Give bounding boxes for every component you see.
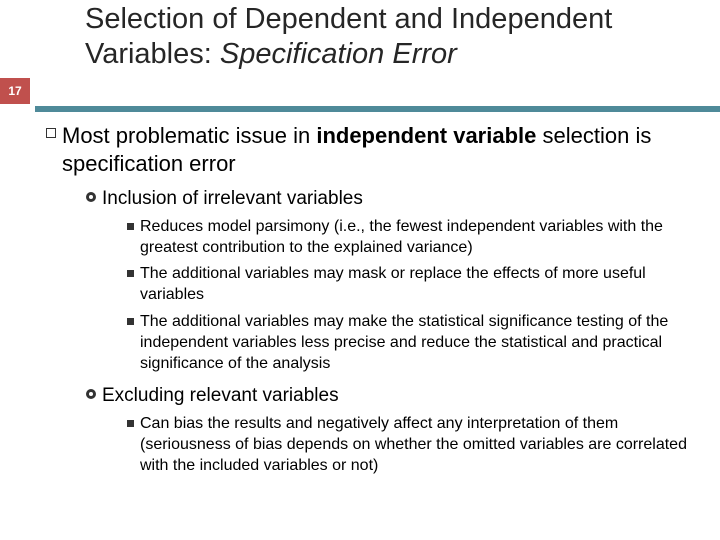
lvl3-text: The additional variables may make the st… xyxy=(140,312,696,374)
title-italic: Specification Error xyxy=(220,38,457,70)
lvl2-text: Excluding relevant variables xyxy=(102,384,339,408)
lvl3-text: Reduces model parsimony (i.e., the fewes… xyxy=(140,217,696,259)
lvl1-text: Most problematic issue in independent va… xyxy=(62,122,696,177)
square-fill-icon xyxy=(120,318,140,325)
bullet-level3: The additional variables may make the st… xyxy=(120,312,696,374)
target-icon xyxy=(80,192,102,202)
target-icon xyxy=(80,389,102,399)
bullet-level2: Inclusion of irrelevant variables xyxy=(80,187,696,211)
bullet-level3: The additional variables may mask or rep… xyxy=(120,264,696,306)
bullet-level1: Most problematic issue in independent va… xyxy=(40,122,696,177)
square-fill-icon xyxy=(120,223,140,230)
bullet-level3: Can bias the results and negatively affe… xyxy=(120,414,696,476)
square-open-icon xyxy=(40,128,62,138)
page-number: 17 xyxy=(8,84,21,98)
square-fill-icon xyxy=(120,270,140,277)
slide: 17 Selection of Dependent and Independen… xyxy=(0,0,720,540)
square-fill-icon xyxy=(120,420,140,427)
lvl3-text: Can bias the results and negatively affe… xyxy=(140,414,696,476)
slide-title: Selection of Dependent and Independent V… xyxy=(85,2,700,72)
slide-body: Most problematic issue in independent va… xyxy=(40,122,696,478)
title-band: Selection of Dependent and Independent V… xyxy=(35,0,720,112)
lvl3-text: The additional variables may mask or rep… xyxy=(140,264,696,306)
lvl1-bold: independent variable xyxy=(316,123,536,148)
lvl2-text: Inclusion of irrelevant variables xyxy=(102,187,363,211)
page-number-badge: 17 xyxy=(0,78,30,104)
lvl1-pre: Most problematic issue in xyxy=(62,123,316,148)
bullet-level2: Excluding relevant variables xyxy=(80,384,696,408)
bullet-level3: Reduces model parsimony (i.e., the fewes… xyxy=(120,217,696,259)
